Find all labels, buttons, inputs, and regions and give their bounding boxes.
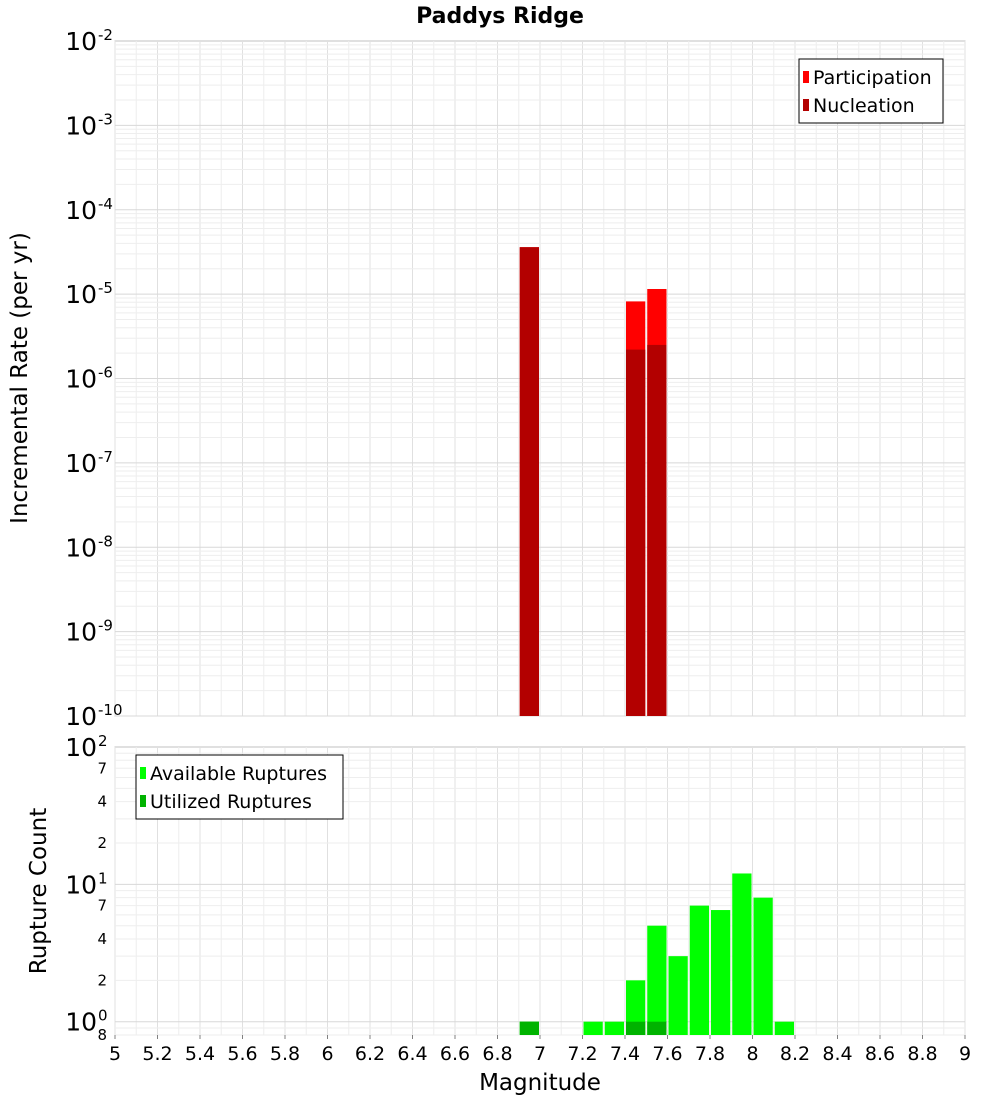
x-tick-label: 8.6 xyxy=(865,1043,895,1065)
bar-utilized-ruptures xyxy=(519,1021,539,1035)
bar-nucleation xyxy=(519,247,539,716)
x-tick-label: 5.2 xyxy=(142,1043,172,1065)
x-tick-label: 7.8 xyxy=(695,1043,725,1065)
y-tick-label: 10 xyxy=(65,618,97,647)
x-axis-label: Magnitude xyxy=(479,1070,601,1096)
bar-available-ruptures xyxy=(732,873,752,1035)
x-tick-label: 7.6 xyxy=(652,1043,682,1065)
x-tick-label: 8.8 xyxy=(907,1043,937,1065)
y-tick-label: 10 xyxy=(65,111,97,140)
y-tick-exponent: -8 xyxy=(98,532,113,550)
bar-available-ruptures xyxy=(668,956,688,1035)
y-minor-tick-label: 7 xyxy=(97,759,107,777)
x-tick-label: 6.8 xyxy=(482,1043,512,1065)
y-tick-exponent: -9 xyxy=(98,617,113,635)
legend-swatch xyxy=(140,767,146,779)
legend-swatch xyxy=(803,99,809,111)
top-grid xyxy=(114,41,966,717)
legend-swatch xyxy=(140,795,146,807)
y-tick-label: 10 xyxy=(65,280,97,309)
x-tick-label: 5.8 xyxy=(270,1043,300,1065)
legend-box xyxy=(798,58,944,124)
y-tick-exponent: 2 xyxy=(98,732,108,750)
y-minor-tick-label: 4 xyxy=(97,930,107,948)
legend-label: Available Ruptures xyxy=(150,763,327,785)
y-tick-exponent: 1 xyxy=(98,869,108,887)
y-tick-label: 10 xyxy=(65,702,97,731)
x-tick-label: 8 xyxy=(746,1043,758,1065)
legend-box xyxy=(135,754,344,820)
bar-available-ruptures xyxy=(583,1021,603,1035)
y-tick-label: 10 xyxy=(65,27,97,56)
bar-utilized-ruptures xyxy=(626,1021,646,1035)
y-tick-label: 10 xyxy=(65,196,97,225)
x-tick-label: 7.4 xyxy=(610,1043,640,1065)
legend-swatch xyxy=(803,71,809,83)
y-tick-label: 10 xyxy=(65,1008,97,1037)
y-minor-tick-label: 8 xyxy=(97,1026,107,1044)
top-legend: Participation Nucleation xyxy=(798,58,944,124)
bar-available-ruptures xyxy=(689,905,709,1035)
x-tick-label: 9 xyxy=(959,1043,971,1065)
y-tick-label: 10 xyxy=(65,533,97,562)
y-tick-label: 10 xyxy=(65,449,97,478)
bottom-bars xyxy=(519,873,794,1035)
y-minor-tick-label: 2 xyxy=(97,971,107,989)
y-tick-exponent: 0 xyxy=(98,1007,108,1025)
y-tick-label: 10 xyxy=(65,365,97,394)
bar-nucleation xyxy=(647,344,667,716)
y-tick-label: 10 xyxy=(65,733,97,762)
y-tick-exponent: -2 xyxy=(98,26,113,44)
bottom-y-axis-label: Rupture Count xyxy=(26,808,52,974)
y-tick-label: 10 xyxy=(65,870,97,899)
bottom-legend: Available Ruptures Utilized Ruptures xyxy=(135,754,344,820)
bar-available-ruptures xyxy=(774,1021,794,1035)
chart-title: Paddys Ridge xyxy=(416,4,584,29)
bar-nucleation xyxy=(626,349,646,716)
bar-utilized-ruptures xyxy=(647,1021,667,1035)
legend-label: Utilized Ruptures xyxy=(150,791,312,813)
x-tick-label: 6.2 xyxy=(355,1043,385,1065)
y-minor-tick-label: 2 xyxy=(97,834,107,852)
y-minor-tick-label: 7 xyxy=(97,897,107,915)
x-tick-label: 7 xyxy=(534,1043,546,1065)
bar-available-ruptures xyxy=(711,910,731,1035)
bar-available-ruptures xyxy=(626,980,646,1035)
y-tick-exponent: -5 xyxy=(98,279,113,297)
y-tick-exponent: -10 xyxy=(98,701,123,719)
x-tick-label: 5.6 xyxy=(227,1043,257,1065)
x-tick-label: 5 xyxy=(109,1043,121,1065)
x-tick-labels: 5 5.2 5.4 5.6 5.8 6 6.2 6.4 6.6 6.8 7 7.2 7.4 7.6 7.8 8… xyxy=(109,1035,971,1065)
bar-available-ruptures xyxy=(604,1021,624,1035)
bar-available-ruptures xyxy=(753,897,773,1035)
legend-label: Participation xyxy=(813,67,932,89)
x-tick-label: 8.2 xyxy=(780,1043,810,1065)
y-tick-exponent: -7 xyxy=(98,448,113,466)
x-tick-label: 6.4 xyxy=(397,1043,427,1065)
y-tick-exponent: -4 xyxy=(98,195,113,213)
y-minor-tick-label: 4 xyxy=(97,793,107,811)
bar-available-ruptures xyxy=(647,925,667,1035)
top-bars xyxy=(519,247,667,716)
x-tick-label: 6.6 xyxy=(440,1043,470,1065)
x-tick-label: 7.2 xyxy=(567,1043,597,1065)
y-tick-exponent: -3 xyxy=(98,110,113,128)
top-plot: 10-210-310-410-510-610-710-810-910-10 In… xyxy=(7,26,966,731)
x-tick-label: 8.4 xyxy=(822,1043,852,1065)
x-tick-label: 5.4 xyxy=(185,1043,215,1065)
x-tick-label: 6 xyxy=(321,1043,333,1065)
top-y-axis-label: Incremental Rate (per yr) xyxy=(7,232,33,524)
top-y-tick-labels: 10-210-310-410-510-610-710-810-910-10 xyxy=(65,26,122,731)
y-tick-exponent: -6 xyxy=(98,364,113,382)
legend-label: Nucleation xyxy=(813,95,915,117)
